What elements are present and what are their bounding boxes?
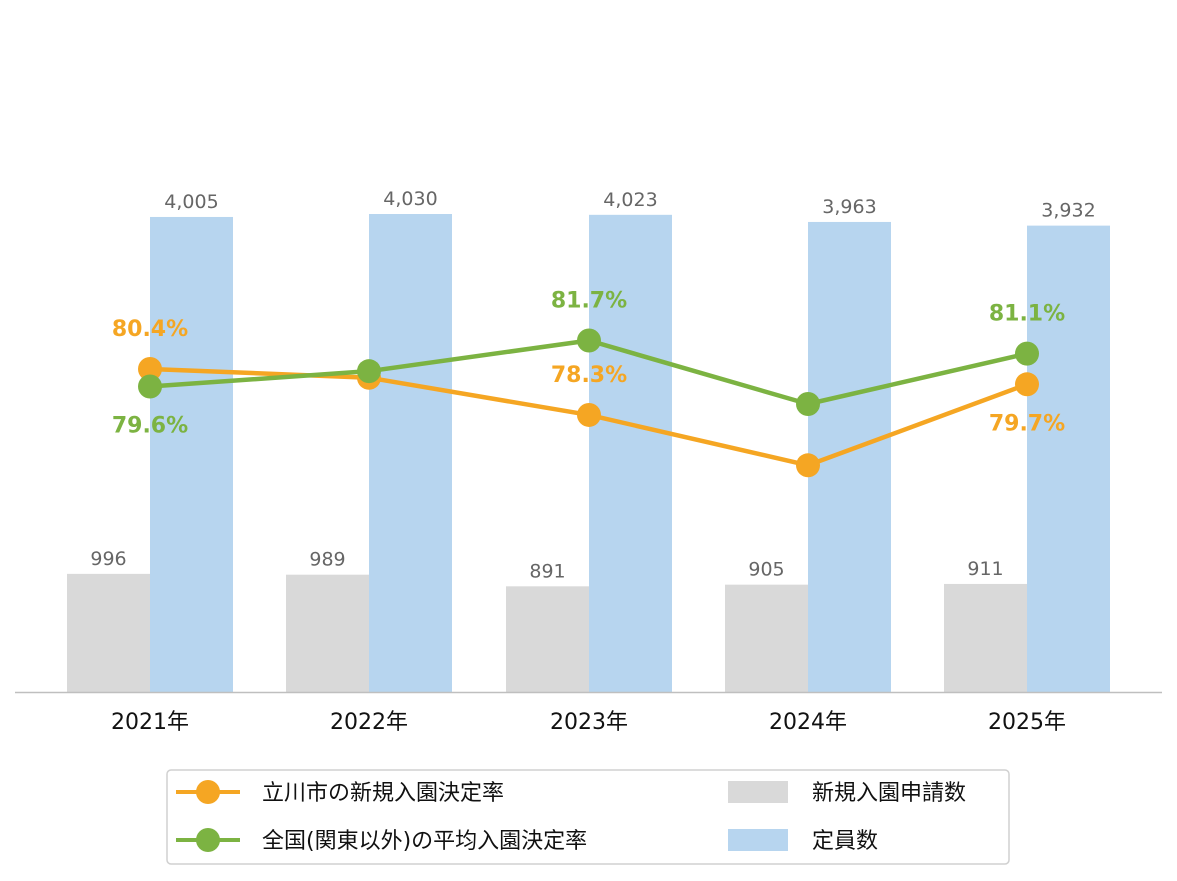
line-1-value-label-5: 79.7%	[989, 411, 1065, 436]
legend-marker-line-1	[196, 780, 220, 804]
x-tick-label-3: 2023年	[550, 710, 628, 735]
line-1-point-4	[796, 453, 820, 478]
line-2-point-4	[796, 392, 820, 416]
line-2-point-3	[577, 328, 601, 353]
line-2-point-1	[138, 374, 162, 399]
bar-value-label-2-4: 3,963	[822, 196, 876, 218]
bar-1-4	[725, 584, 808, 692]
bar-value-label-2-2: 4,030	[383, 188, 437, 210]
line-2-point-2	[357, 359, 381, 384]
line-1-point-3	[577, 402, 601, 427]
bar-2-5	[1027, 225, 1110, 692]
bar-2-1	[150, 216, 233, 692]
bar-value-label-1-1: 996	[90, 548, 126, 570]
line-1-value-label-3: 78.3%	[551, 363, 627, 388]
line-2-point-5	[1015, 341, 1039, 366]
x-tick-label-4: 2024年	[769, 710, 847, 735]
legend: 立川市の新規入園決定率 全国(関東以外)の平均入園決定率 新規入園申請数 定員数	[166, 769, 1010, 865]
bar-value-label-1-5: 911	[967, 558, 1003, 580]
bar-value-label-2-5: 3,932	[1041, 200, 1095, 222]
bar-2-4	[808, 221, 891, 692]
legend-item-line-2: 全国(関東以外)の平均入園決定率	[176, 828, 587, 854]
legend-label-bar-1: 新規入園申請数	[812, 781, 966, 806]
bar-1-2	[286, 574, 369, 692]
bar-1-1	[67, 573, 150, 692]
line-2-value-label-1: 79.6%	[112, 413, 188, 438]
legend-label-bar-2: 定員数	[812, 829, 878, 854]
bar-value-label-1-3: 891	[529, 560, 565, 582]
legend-marker-line-2	[196, 828, 220, 852]
line-1-value-label-1: 80.4%	[112, 317, 188, 342]
legend-label-line-1: 立川市の新規入園決定率	[262, 781, 504, 806]
legend-item-line-1: 立川市の新規入園決定率	[176, 780, 504, 806]
bars-layer	[67, 214, 1110, 693]
legend-frame	[166, 769, 1010, 865]
line-1-point-1	[138, 356, 162, 381]
bar-value-label-2-3: 4,023	[603, 189, 657, 211]
bar-2-2	[369, 214, 452, 692]
line-2-value-label-5: 81.1%	[989, 302, 1065, 327]
bar-1-5	[944, 583, 1027, 692]
line-1-point-5	[1015, 372, 1039, 397]
bar-1-3	[506, 586, 589, 692]
line-2-value-label-3: 81.7%	[551, 289, 627, 314]
x-tick-label-5: 2025年	[988, 710, 1066, 735]
bar-value-label-2-1: 4,005	[164, 191, 218, 213]
x-tick-labels: 2021年 2022年 2023年 2024年 2025年	[111, 710, 1066, 735]
bar-value-label-1-4: 905	[748, 559, 784, 581]
legend-swatch-bar-2	[728, 829, 788, 851]
legend-item-bar-1: 新規入園申請数	[728, 781, 966, 806]
legend-label-line-2: 全国(関東以外)の平均入園決定率	[262, 829, 587, 854]
lines-layer	[138, 328, 1039, 478]
bar-2-3	[589, 214, 672, 693]
legend-swatch-bar-1	[728, 781, 788, 803]
x-tick-label-2: 2022年	[330, 710, 408, 735]
data-labels: 996 989 891 905 911 4,005 4,030 4,023 3,963 3,932…	[90, 188, 1095, 582]
bar-value-label-1-2: 989	[309, 549, 345, 571]
x-tick-label-1: 2021年	[111, 710, 189, 735]
legend-item-bar-2: 定員数	[728, 829, 878, 854]
